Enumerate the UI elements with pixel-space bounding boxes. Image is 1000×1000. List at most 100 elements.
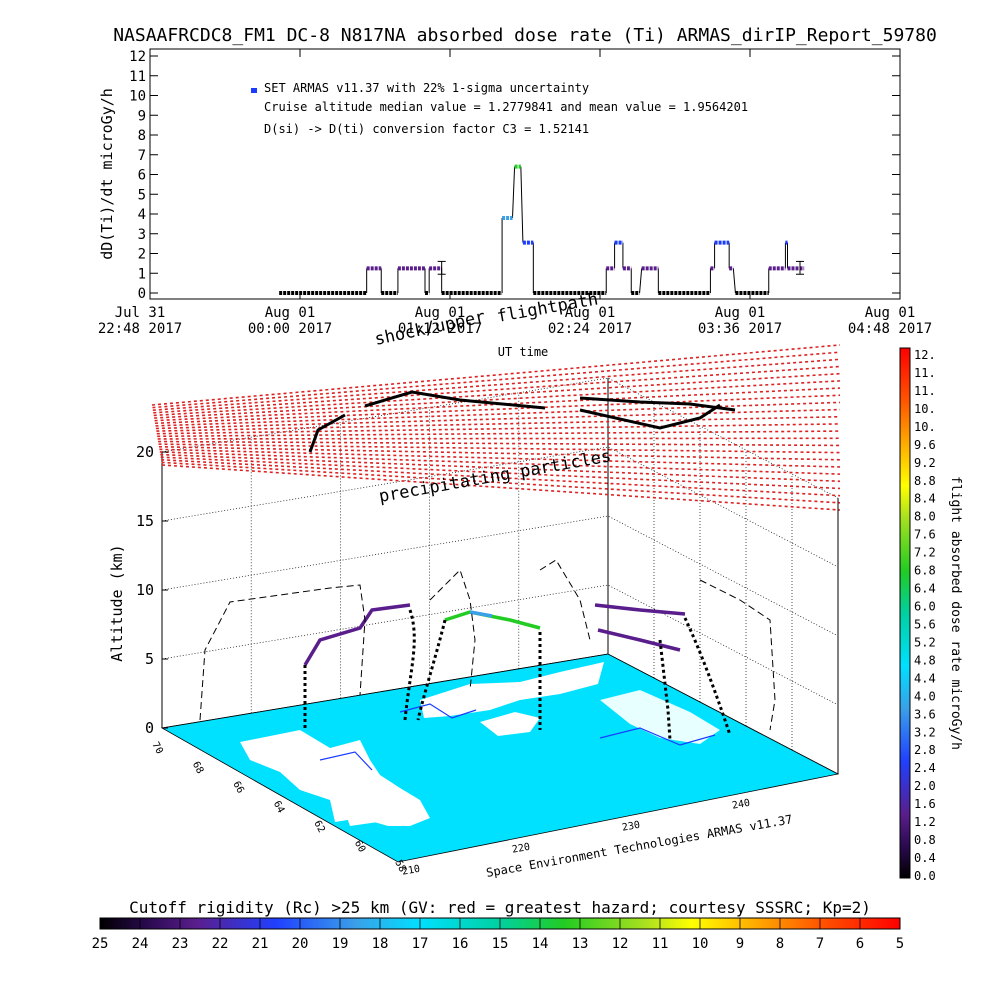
land-alaska <box>240 730 430 826</box>
shell-line <box>151 344 841 406</box>
x-tick-label-date: Aug 01 <box>865 305 916 321</box>
descent-2 <box>403 609 416 721</box>
y-tick-label: 5 <box>138 187 146 203</box>
rigidity-colorbar-tick-label: 23 <box>172 936 189 952</box>
projection-3 <box>539 559 591 641</box>
latitude-tick-label: 64 <box>271 799 286 815</box>
rigidity-colorbar-tick-label: 21 <box>252 936 269 952</box>
latitude-ticks: 70 68 66 64 62 60 58 <box>149 740 407 874</box>
land-islands <box>480 712 540 736</box>
legend-marker <box>251 88 257 93</box>
rigidity-colorbar-label: Cutoff rigidity (Rc) >25 km (GV: red = g… <box>129 898 871 917</box>
x-tick-label-time: 22:48 2017 <box>98 321 182 337</box>
rigidity-colorbar-tick-label: 13 <box>572 936 589 952</box>
x-tick-label-time: 02:24 2017 <box>548 321 632 337</box>
projection-2 <box>429 569 476 691</box>
shell-line <box>158 445 841 461</box>
y-axis-label: dD(Ti)/dt microGy/h <box>98 88 116 260</box>
dose-colorbar-tick-label: 3.6 <box>914 707 936 721</box>
altitude-tick-label: 10 <box>136 581 154 599</box>
altitude-grid-line <box>161 653 839 775</box>
land-arctic-coast <box>420 662 604 718</box>
coastlines <box>319 703 716 771</box>
error-bars <box>437 260 804 275</box>
altitude-tick-label: 5 <box>145 650 154 668</box>
conversion-annotation: D(si) -> D(ti) conversion factor C3 = 1.… <box>264 122 589 136</box>
shell-line <box>161 461 841 504</box>
dose-colorbar-tick-label: 6.4 <box>914 582 936 596</box>
longitude-tick-label: 220 <box>511 842 531 856</box>
series-connector <box>520 166 524 243</box>
x-tick-label-time: 03:36 2017 <box>698 321 782 337</box>
y-tick-label: 6 <box>138 168 146 184</box>
shell-line <box>159 448 841 468</box>
dose-colorbar-tick-label: 6.0 <box>914 600 936 614</box>
latitude-tick-label: 62 <box>311 819 326 835</box>
rigidity-colorbar-tick-label: 12 <box>612 936 629 952</box>
shell-line <box>152 351 841 409</box>
y-tick-label: 11 <box>129 69 146 85</box>
rigidity-colorbar-tick-label: 8 <box>776 936 784 952</box>
rigidity-colorbar-tick-label: 14 <box>532 936 549 952</box>
flight-descents <box>303 609 732 741</box>
dose-colorbar-tick-label: 0.8 <box>914 833 936 847</box>
y-tick-label: 9 <box>138 108 146 124</box>
shell-track-3 <box>579 396 736 412</box>
x-tick-label-date: Aug 01 <box>565 305 616 321</box>
y-tick-label: 1 <box>138 266 146 282</box>
rigidity-colorbar-tick-label: 25 <box>92 936 109 952</box>
projection-4 <box>699 579 776 731</box>
dose-colorbar: 12. 11. 11. 10. 10. 9.6 9.2 8.8 8.4 8.0 7.6 7.2 6.8 6… <box>899 347 963 883</box>
track-leg-4 <box>597 628 681 652</box>
shell-line <box>158 440 841 447</box>
x-tick-label-date: Jul 31 <box>115 305 166 321</box>
latitude-tick-label: 68 <box>190 760 205 776</box>
shell-track-1 <box>308 413 346 453</box>
descent-6 <box>658 639 672 741</box>
rigidity-colorbar-tick-label: 5 <box>896 936 904 952</box>
dose-colorbar-tick-label: 9.2 <box>914 456 936 470</box>
page-title: NASAAFRCDC8_FM1 DC-8 N817NA absorbed dos… <box>113 25 937 46</box>
rigidity-colorbar-tick-label: 18 <box>372 936 389 952</box>
altitude-ticks: 0 5 10 15 20 <box>136 443 168 737</box>
descent-3 <box>416 619 447 721</box>
dose-colorbar-tick-label: 7.2 <box>914 546 936 560</box>
latitude-tick-label: 60 <box>352 839 367 855</box>
shell-tracks <box>308 390 736 453</box>
shell-track-2 <box>364 390 546 410</box>
dose-colorbar-tick-label: 11. <box>914 366 936 380</box>
dose-colorbar-tick-label: 2.8 <box>914 743 936 757</box>
shell-line <box>160 456 841 490</box>
dose-colorbar-tick-label: 9.6 <box>914 438 936 452</box>
track-leg-3 <box>594 603 686 616</box>
rigidity-colorbar-tick-label: 16 <box>452 936 469 952</box>
dose-colorbar-tick-label: 2.4 <box>914 761 936 775</box>
altitude-grid-line <box>161 515 839 637</box>
shell-line <box>161 458 841 497</box>
dose-colorbar-tick-label: 4.8 <box>914 653 936 667</box>
x-axis-label: UT time <box>498 345 549 359</box>
rigidity-colorbar-tick-label: 6 <box>856 936 864 952</box>
y-tick-label: 2 <box>138 247 146 263</box>
flight-tracks <box>303 603 686 666</box>
latitude-tick-label: 70 <box>149 740 164 756</box>
shell-line <box>161 464 841 511</box>
altitude-axis-label: Altitude (km) <box>108 544 126 661</box>
series-connector <box>732 268 736 294</box>
latitude-tick-label: 58 <box>392 858 407 874</box>
dose-colorbar-tick-label: 3.2 <box>914 725 936 739</box>
y-tick-label: 0 <box>138 286 146 302</box>
rigidity-colorbar-tick-label: 20 <box>292 936 309 952</box>
x-tick-label-time: 01:12 2017 <box>398 321 482 337</box>
rigidity-colorbar-tick-label: 9 <box>736 936 744 952</box>
dose-colorbar-tick-label: 8.8 <box>914 474 936 488</box>
y-tick-label: 4 <box>138 207 146 223</box>
dose-colorbar-tick-label: 0.4 <box>914 851 936 865</box>
descent-5 <box>683 617 732 736</box>
altitude-grid-line <box>161 377 839 499</box>
shell-track-4 <box>579 403 721 430</box>
altitude-grid-line <box>161 584 839 706</box>
dose-colorbar-tick-label: 12. <box>914 348 936 362</box>
longitude-tick-label: 230 <box>621 820 641 834</box>
